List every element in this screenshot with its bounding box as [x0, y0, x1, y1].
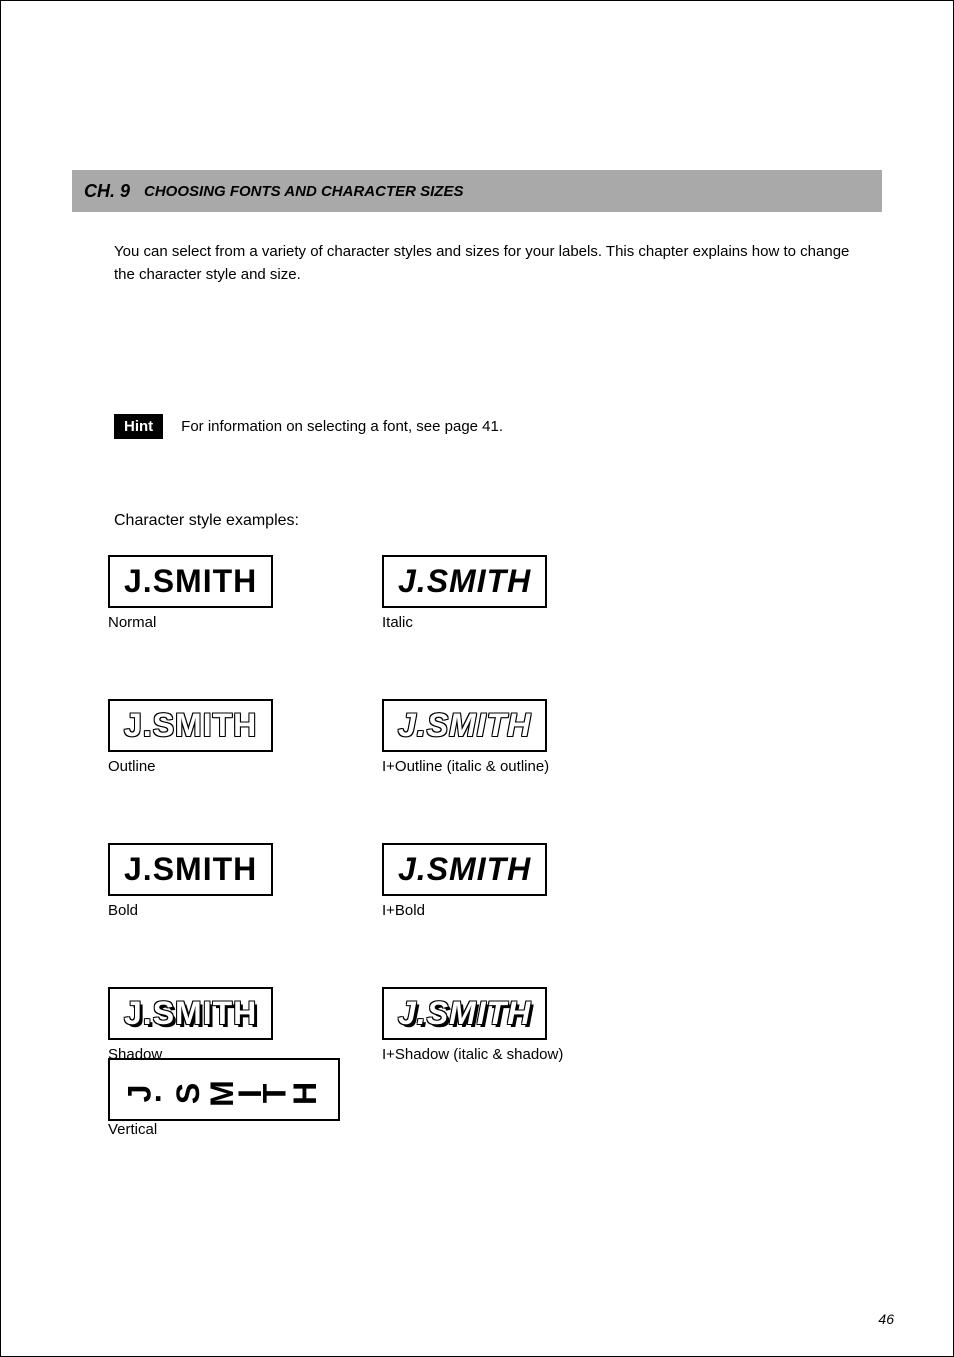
example-ioutline: J.SMITH I+Outline (italic & outline)	[382, 699, 642, 775]
page-number: 46	[878, 1311, 894, 1327]
sample-caption: Normal	[108, 614, 156, 631]
example-ishadow: J.SMITH I+Shadow (italic & shadow)	[382, 987, 642, 1063]
subhead: Character style examples:	[114, 512, 299, 530]
examples-grid: J.SMITH Normal J.SMITH Italic J.SMITH Ou…	[108, 555, 642, 1063]
intro-paragraph: You can select from a variety of charact…	[114, 240, 854, 287]
example-outline: J.SMITH Outline	[108, 699, 338, 775]
sample-box: J.SMITH	[382, 987, 547, 1040]
sample-text: J.SMITH	[398, 707, 531, 743]
sample-caption: Vertical	[108, 1121, 157, 1138]
sample-box: J.SMITH	[108, 1058, 340, 1121]
chapter-title: CHOOSING FONTS AND CHARACTER SIZES	[144, 183, 463, 200]
sample-box: J.SMITH	[108, 555, 273, 608]
sample-text-vertical: J.SMITH	[126, 1070, 322, 1106]
sample-caption: Italic	[382, 614, 413, 631]
sample-box: J.SMITH	[382, 555, 547, 608]
sample-text: J.SMITH	[398, 851, 531, 887]
chapter-bar: CH. 9 CHOOSING FONTS AND CHARACTER SIZES	[72, 170, 882, 212]
sample-caption: I+Shadow (italic & shadow)	[382, 1046, 563, 1063]
sample-caption: I+Bold	[382, 902, 425, 919]
hint-badge: Hint	[114, 414, 163, 439]
sample-text: J.SMITH	[398, 995, 531, 1031]
sample-text: J.SMITH	[124, 707, 257, 743]
sample-caption: Bold	[108, 902, 138, 919]
sample-box: J.SMITH	[108, 987, 273, 1040]
sample-box: J.SMITH	[382, 843, 547, 896]
hint-text: For information on selecting a font, see…	[181, 418, 503, 435]
sample-caption: Outline	[108, 758, 156, 775]
example-bold: J.SMITH Bold	[108, 843, 338, 919]
sample-box: J.SMITH	[108, 699, 273, 752]
example-bolditalic: J.SMITH I+Bold	[382, 843, 642, 919]
example-vertical: J.SMITH Vertical	[108, 1058, 340, 1139]
example-italic: J.SMITH Italic	[382, 555, 642, 631]
hint-row: Hint For information on selecting a font…	[114, 414, 503, 439]
sample-box: J.SMITH	[382, 699, 547, 752]
sample-text: J.SMITH	[124, 995, 257, 1031]
sample-box: J.SMITH	[108, 843, 273, 896]
sample-text: J.SMITH	[124, 563, 257, 599]
sample-text: J.SMITH	[124, 851, 257, 887]
example-shadow: J.SMITH Shadow	[108, 987, 338, 1063]
sample-text: J.SMITH	[398, 563, 531, 599]
chapter-number: CH. 9	[84, 181, 130, 202]
sample-caption: I+Outline (italic & outline)	[382, 758, 549, 775]
example-normal: J.SMITH Normal	[108, 555, 338, 631]
